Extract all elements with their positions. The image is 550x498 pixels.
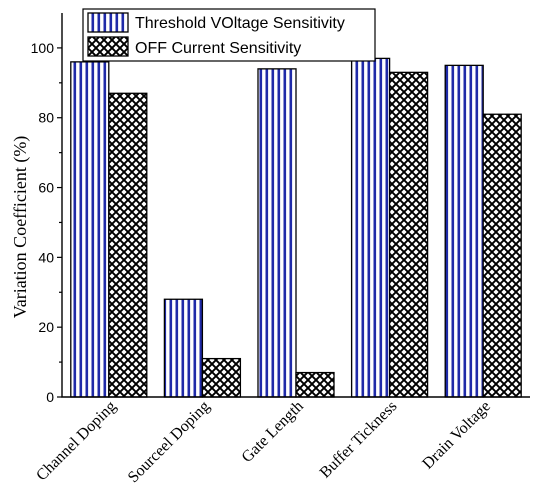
legend: Threshold VOltage Sensitivity OFF Curren… — [82, 8, 376, 62]
bar-threshold-voltage — [257, 68, 297, 398]
x-category-label: Gate Length — [239, 398, 307, 466]
bar-threshold-voltage — [444, 64, 484, 398]
bar-threshold-voltage — [350, 57, 391, 398]
y-axis-title: Variation Coefficient (%) — [10, 136, 31, 319]
y-tick-label: 20 — [38, 319, 54, 335]
bar-off-current — [388, 71, 429, 398]
y-tick-label: 0 — [46, 389, 54, 405]
bar-off-current — [201, 357, 242, 398]
bars-layer — [70, 57, 522, 398]
legend-label-off-current: OFF Current Sensitivity — [135, 40, 301, 57]
bar-threshold-voltage — [163, 298, 204, 398]
y-tick-label: 100 — [31, 40, 55, 56]
legend-box — [82, 8, 376, 62]
y-axis-ticks: 0 20 40 60 80 100 — [31, 40, 62, 405]
bar-threshold-voltage — [70, 61, 110, 398]
x-category-label: Buffer Tickness — [317, 398, 401, 482]
x-axis-category-labels: Channel Doping Sourceel Doping Gate Length… — [33, 398, 494, 486]
bar-off-current — [108, 92, 148, 398]
legend-label-threshold-voltage: Threshold VOltage Sensitivity — [135, 15, 345, 32]
bar-off-current — [482, 113, 522, 398]
bar-off-current — [295, 371, 335, 398]
y-tick-label: 80 — [38, 110, 54, 126]
y-tick-label: 60 — [38, 180, 54, 196]
y-tick-label: 40 — [38, 249, 54, 265]
legend-swatch-off-current — [87, 36, 129, 57]
x-category-label: Channel Doping — [33, 398, 119, 484]
x-category-label: Sourceel Doping — [125, 398, 213, 486]
x-category-label: Drain Voltage — [419, 398, 494, 473]
legend-swatch-threshold-voltage — [87, 12, 129, 33]
